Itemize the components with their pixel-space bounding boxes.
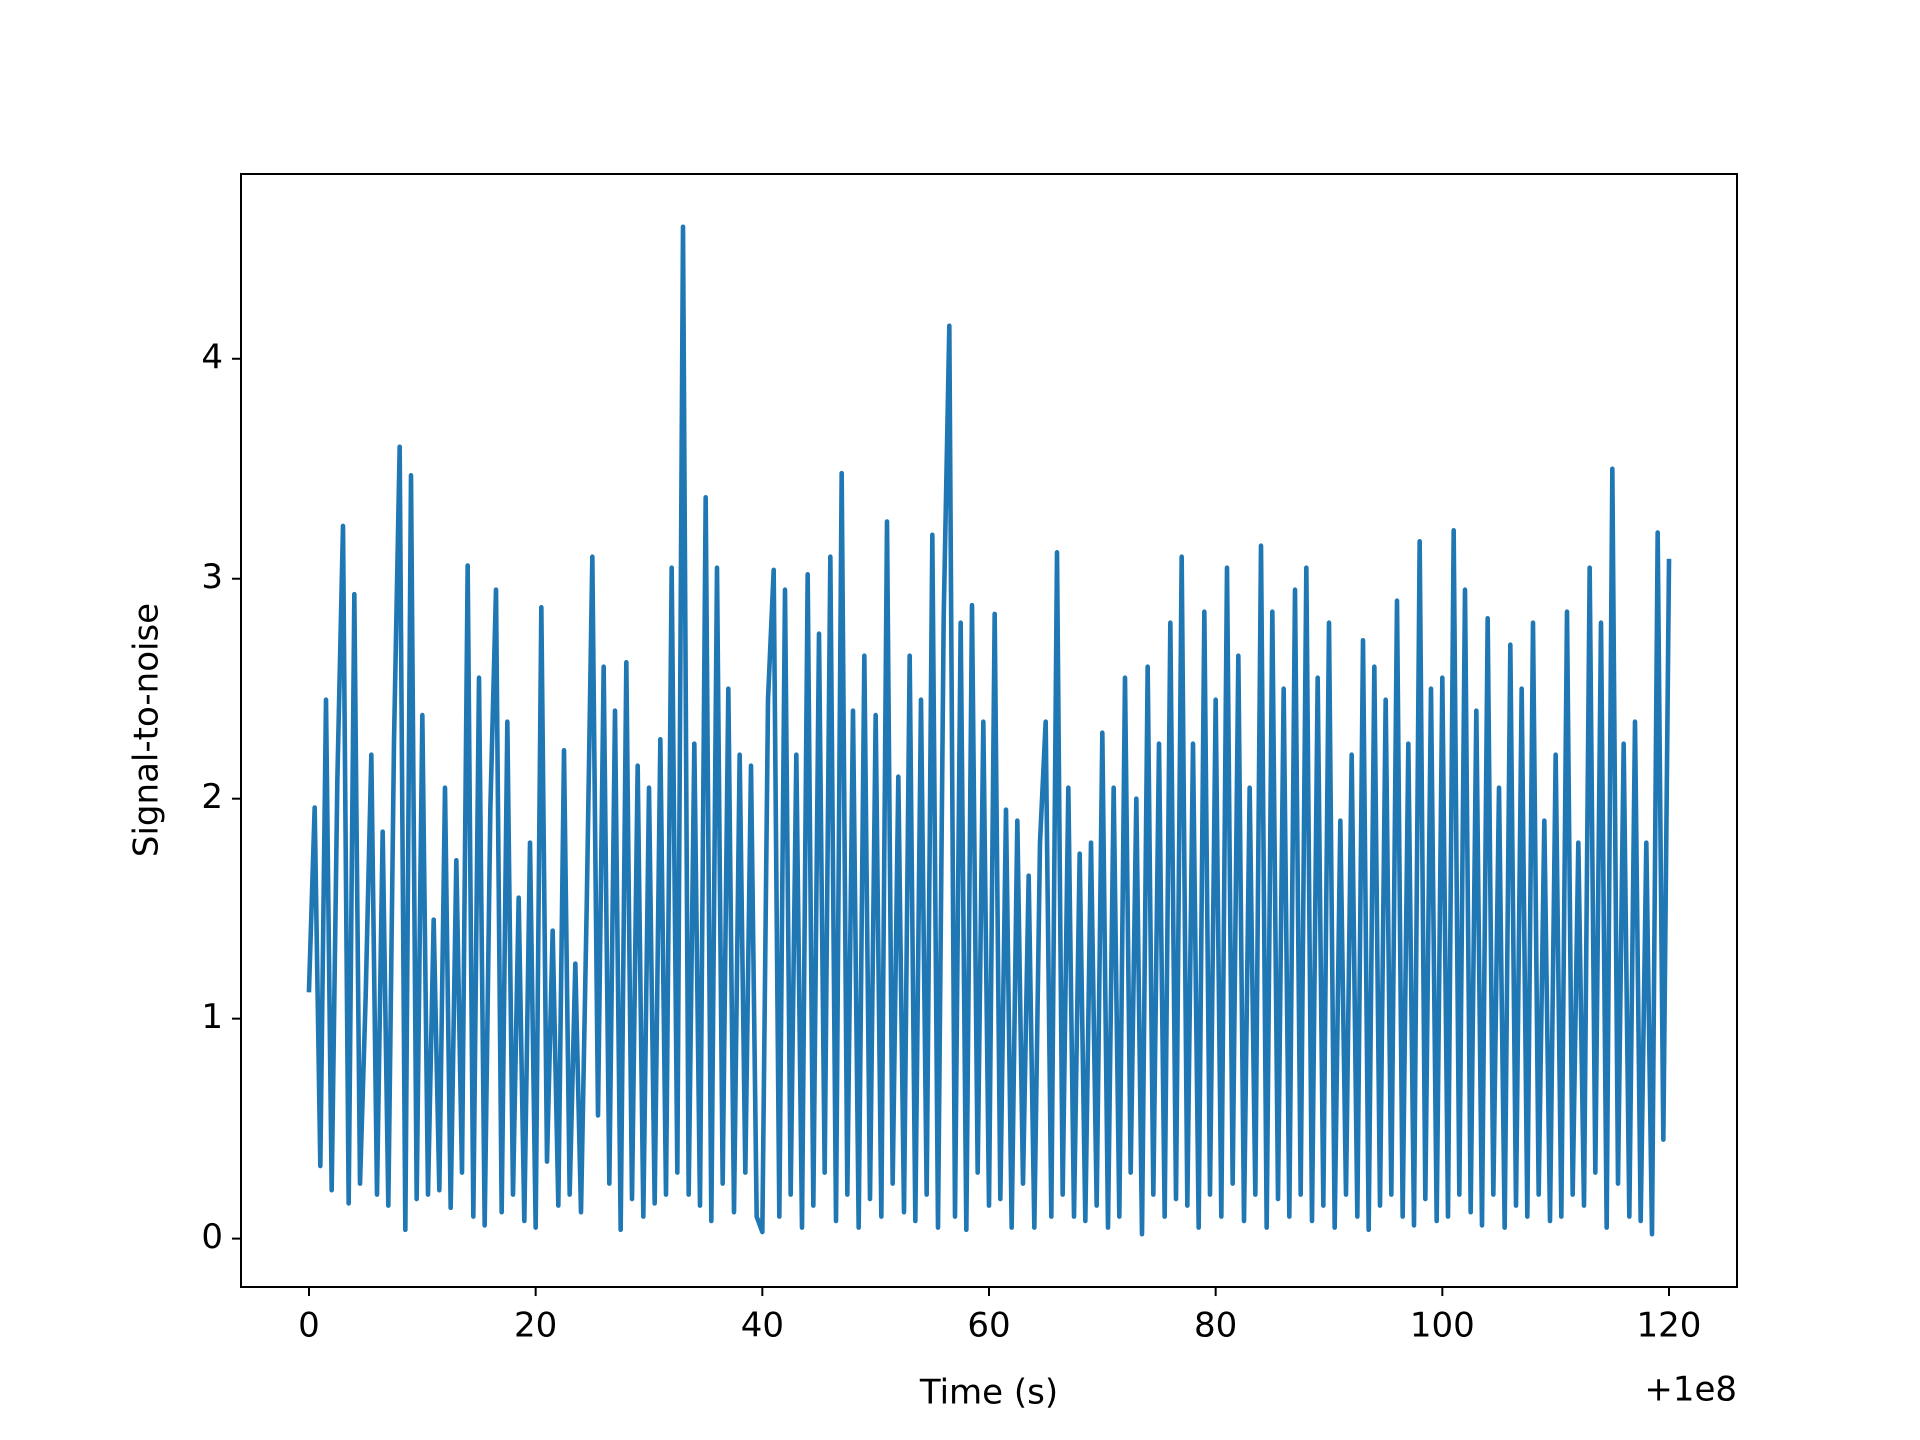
plot-frame [240,173,1738,1288]
x-tick-label: 120 [1637,1306,1702,1346]
x-axis-label: Time (s) [919,1373,1058,1413]
y-tick-label: 4 [201,337,223,377]
y-tick-label: 0 [201,1217,223,1257]
y-axis-label: Signal-to-noise [127,603,167,857]
data-line [306,224,1672,1237]
y-tick-label: 3 [201,557,223,597]
y-tick-label: 1 [201,997,223,1037]
y-tick-label: 2 [201,777,223,817]
x-offset-label: +1e8 [1644,1370,1737,1410]
x-tick-label: 0 [298,1306,320,1346]
x-tick-label: 20 [514,1306,557,1346]
x-tick-label: 60 [967,1306,1010,1346]
x-tick-label: 100 [1410,1306,1475,1346]
x-tick-label: 40 [741,1306,784,1346]
x-tick-label: 80 [1194,1306,1237,1346]
